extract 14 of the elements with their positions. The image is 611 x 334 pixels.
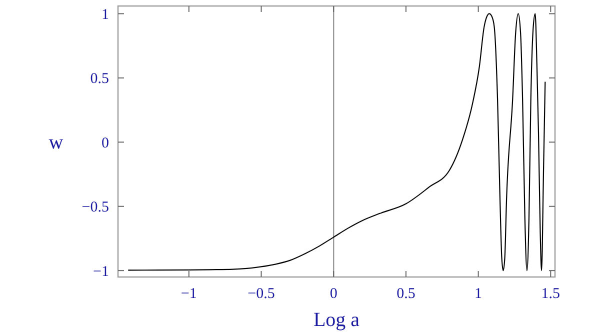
line-series	[128, 13, 546, 272]
y-tick-label: −0.5	[82, 200, 109, 216]
y-tick-label: 0	[102, 135, 109, 152]
x-tick-label: −1	[180, 286, 197, 302]
y-tick-label: 1	[102, 6, 109, 23]
y-tick-label: −1	[93, 264, 109, 280]
x-tick-label: 1.5	[541, 286, 560, 302]
x-axis-title: Log a	[313, 309, 360, 331]
x-tick-label: 0	[330, 286, 338, 302]
x-tick-label: −0.5	[248, 286, 275, 302]
x-tick-label: 0.5	[396, 286, 416, 302]
x-tick-label: 1	[474, 286, 482, 302]
y-axis-title: w	[48, 132, 64, 154]
y-tick-label: 0.5	[90, 71, 109, 88]
